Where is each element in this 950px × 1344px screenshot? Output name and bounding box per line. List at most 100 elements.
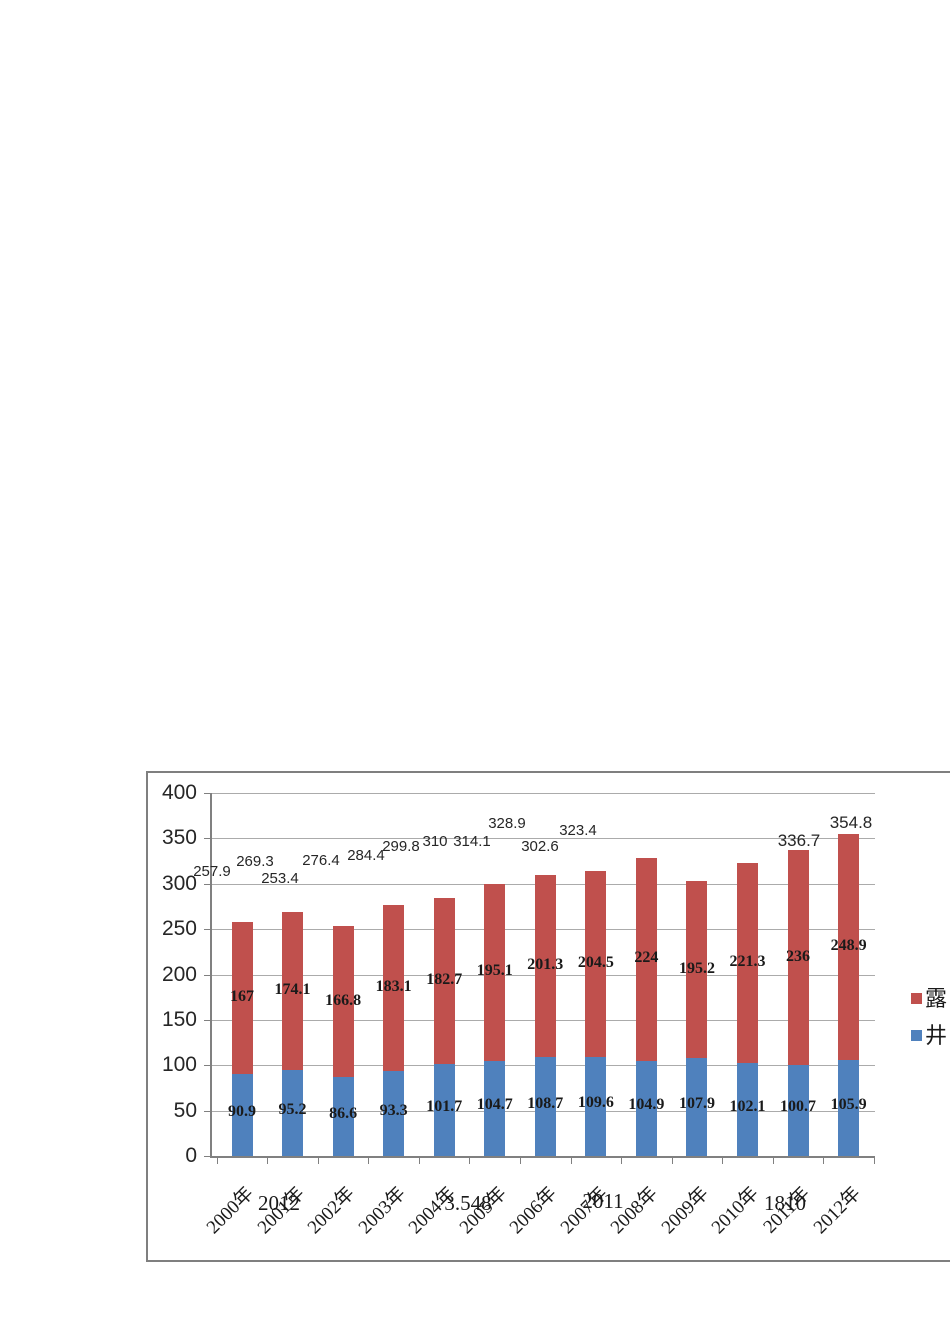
stack-total-label: 257.9 (193, 863, 231, 880)
stack-total-label: 302.6 (521, 838, 559, 855)
bar-segment-underground (282, 1069, 304, 1156)
legend-swatch-underground (911, 1030, 922, 1041)
bar-value-label-underground: 102.1 (729, 1097, 766, 1115)
bar-value-label-underground: 109.6 (577, 1094, 614, 1112)
x-axis-tick (722, 1158, 724, 1164)
x-axis-tick (368, 1158, 370, 1164)
x-axis-tick (520, 1158, 521, 1164)
bar-value-label-underground: 93.3 (379, 1101, 408, 1119)
bar-segment-underground (838, 1059, 860, 1156)
bar-segment-open-pit (585, 870, 607, 1057)
bar-value-label-underground: 86.6 (329, 1104, 358, 1122)
y-axis-tick (204, 974, 210, 976)
x-axis-tick (216, 1158, 218, 1164)
x-axis-tick (469, 1158, 471, 1164)
y-axis-tick (204, 793, 210, 794)
x-axis-tick (621, 1158, 623, 1164)
bar-value-label-underground: 108.7 (527, 1094, 564, 1112)
y-axis-line (210, 793, 212, 1158)
y-axis-tick (204, 1019, 210, 1021)
y-axis-tick-label: 200 (161, 962, 197, 986)
stack-total-label: 253.4 (261, 870, 299, 887)
bar-value-label-open-pit: 248.9 (830, 936, 867, 954)
bar-segment-open-pit (635, 857, 657, 1061)
bar-segment-open-pit (787, 850, 809, 1065)
bar-segment-underground (231, 1073, 253, 1156)
y-axis-tick (204, 1156, 210, 1157)
legend-label-open-pit: 露 (925, 986, 948, 1011)
bar-segment-open-pit (534, 874, 556, 1058)
gridline (212, 838, 875, 840)
y-axis-tick (204, 838, 210, 840)
bar-segment-open-pit (686, 880, 708, 1059)
bar-segment-underground (332, 1077, 354, 1156)
stack-total-label: 310 (422, 833, 448, 850)
legend-swatch-open-pit (911, 993, 922, 1004)
bar-segment-underground (737, 1063, 758, 1156)
bar-value-label-open-pit: 167 (230, 987, 254, 1005)
y-axis-tick-label: 250 (161, 917, 197, 941)
bar-segment-underground (686, 1058, 708, 1156)
x-axis-tick (772, 1158, 774, 1164)
bar-value-label-underground: 105.9 (830, 1095, 867, 1113)
x-axis-tick (823, 1158, 825, 1164)
bar-value-label-underground: 104.9 (628, 1096, 665, 1114)
bar-segment-underground (635, 1060, 657, 1156)
bar-value-label-open-pit: 174.1 (274, 980, 311, 998)
stack-total-label: 276.4 (302, 852, 340, 869)
y-axis-tick-label: 150 (161, 1007, 197, 1031)
legend-label-underground: 井 (925, 1023, 948, 1048)
bar-segment-underground (585, 1056, 607, 1156)
bar-value-label-open-pit: 204.5 (577, 953, 614, 971)
bar-segment-open-pit (383, 905, 405, 1072)
y-axis-tick (204, 1065, 210, 1067)
bar-value-label-underground: 107.9 (678, 1095, 715, 1113)
y-axis-tick-label: 100 (161, 1053, 197, 1077)
y-axis-tick-label: 350 (161, 826, 197, 850)
stray-text: 3.548 (444, 1191, 492, 1215)
bar-value-label-open-pit: 224 (634, 949, 659, 967)
bar-segment-underground (484, 1060, 506, 1156)
x-axis-tick (671, 1158, 673, 1164)
bar-value-label-open-pit: 236 (786, 947, 811, 965)
bar-segment-open-pit (282, 911, 304, 1070)
bar-value-label-underground: 90.9 (228, 1102, 256, 1120)
y-axis-tick (204, 1110, 210, 1112)
stack-total-label: 328.9 (488, 815, 526, 832)
x-axis-tick (317, 1158, 319, 1164)
y-axis-tick-label: 0 (185, 1144, 197, 1167)
bar-segment-underground (787, 1064, 809, 1156)
stack-total-label: 314.1 (453, 833, 491, 850)
bar-segment-open-pit (737, 862, 758, 1064)
bar-value-label-underground: 101.7 (426, 1097, 463, 1115)
bar-value-label-open-pit: 195.1 (476, 962, 513, 980)
stack-total-label: 336.7 (777, 830, 821, 850)
bar-segment-open-pit (838, 834, 860, 1060)
y-axis-tick (204, 929, 210, 931)
bar-value-label-open-pit: 166.8 (325, 991, 362, 1009)
bar-value-label-underground: 100.7 (780, 1098, 817, 1116)
bar-value-label-open-pit: 201.3 (527, 956, 564, 973)
bar-segment-open-pit (484, 883, 506, 1061)
y-axis-tick (204, 883, 210, 885)
bar-segment-open-pit (332, 926, 354, 1078)
stack-total-label: 354.8 (829, 812, 873, 832)
stack-total-label: 299.8 (382, 838, 420, 855)
stack-total-label: 323.4 (559, 822, 597, 839)
y-axis-tick-label: 400 (161, 781, 197, 804)
x-axis-line (210, 1156, 875, 1158)
y-axis-tick-label: 300 (161, 871, 197, 895)
bar-segment-underground (534, 1057, 556, 1156)
bar-value-label-open-pit: 195.2 (678, 959, 715, 977)
x-axis-tick (873, 1158, 875, 1164)
stray-text: 2011 (582, 1189, 624, 1213)
bar-segment-underground (383, 1071, 405, 1156)
stack-total-label: 269.3 (236, 853, 274, 870)
x-axis-tick (418, 1158, 420, 1164)
stray-text: 1810 (764, 1191, 806, 1215)
stack-total-label: 284.4 (347, 847, 385, 864)
y-axis-tick-label: 50 (173, 1098, 197, 1122)
bar-segment-open-pit (433, 897, 455, 1064)
x-axis-tick (570, 1158, 572, 1164)
